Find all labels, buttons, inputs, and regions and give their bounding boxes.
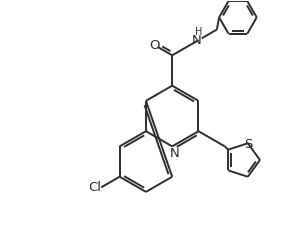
Text: O: O: [149, 39, 160, 52]
Text: N: N: [192, 34, 202, 47]
Text: H: H: [194, 27, 202, 36]
Text: Cl: Cl: [89, 181, 102, 194]
Text: S: S: [244, 138, 252, 151]
Text: N: N: [170, 147, 180, 160]
